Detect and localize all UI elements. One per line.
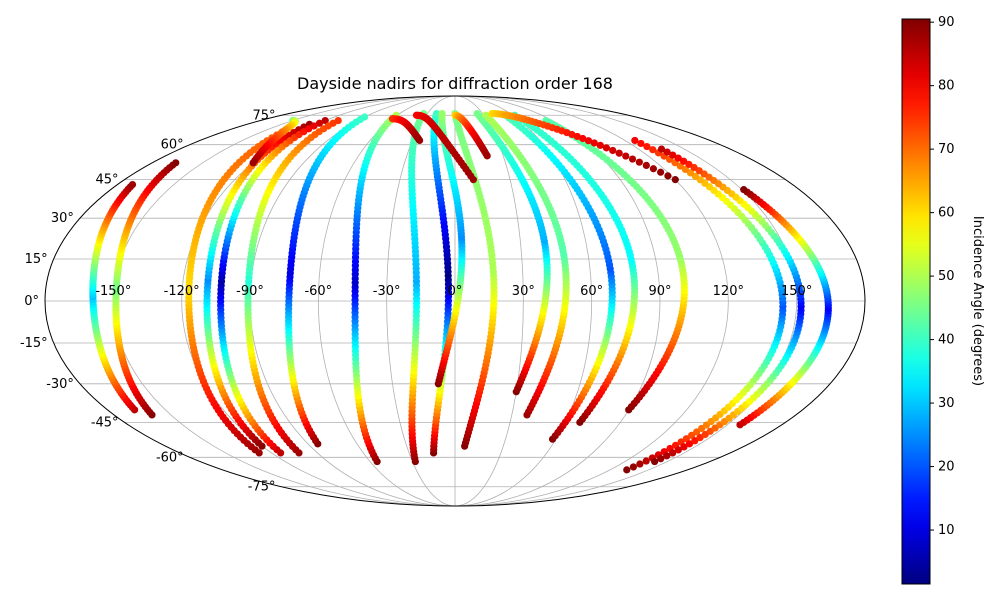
data-point bbox=[596, 141, 604, 149]
latitude-tick-label: -15° bbox=[20, 336, 48, 351]
data-point bbox=[642, 457, 650, 465]
data-point bbox=[663, 452, 671, 460]
data-point bbox=[622, 152, 630, 160]
colorbar-tick-label: 70 bbox=[938, 142, 955, 157]
data-point bbox=[623, 466, 631, 474]
data-point bbox=[664, 172, 672, 180]
meridian-line bbox=[454, 95, 729, 507]
latitude-tick-label: 75° bbox=[252, 108, 275, 123]
data-point bbox=[685, 440, 694, 448]
data-point bbox=[609, 146, 617, 155]
data-point bbox=[690, 163, 698, 172]
data-point bbox=[688, 431, 696, 439]
data-point bbox=[657, 455, 665, 463]
longitude-tick-labels: -150° -120° -90° -60° -30° 0° 30° 60° 90° 120° 150… bbox=[95, 284, 812, 299]
data-point bbox=[416, 136, 424, 145]
map-outline bbox=[44, 95, 866, 507]
colorbar-tick-label: 50 bbox=[938, 269, 955, 284]
data-point bbox=[172, 159, 180, 167]
latitude-tick-label: -75° bbox=[248, 480, 276, 495]
data-point bbox=[615, 149, 623, 157]
data-point bbox=[669, 151, 677, 159]
data-point bbox=[642, 161, 650, 169]
latitude-tick-label: -45° bbox=[91, 415, 119, 430]
data-point bbox=[663, 148, 671, 156]
data-point bbox=[249, 159, 257, 167]
meridian-line bbox=[454, 95, 798, 507]
data-point bbox=[438, 109, 446, 118]
data-point bbox=[637, 139, 645, 148]
longitude-tick-label: -30° bbox=[373, 284, 401, 299]
data-point bbox=[310, 122, 318, 130]
data-point bbox=[657, 168, 665, 176]
latitude-tick-label: 60° bbox=[161, 138, 184, 153]
colorbar-tick-label: 40 bbox=[938, 333, 955, 348]
data-point bbox=[680, 443, 688, 451]
data-point bbox=[686, 169, 695, 177]
data-point bbox=[483, 152, 491, 160]
longitude-tick-label: -120° bbox=[164, 284, 200, 299]
data-point bbox=[649, 165, 658, 173]
latitude-tick-label: 15° bbox=[25, 252, 48, 267]
chart-title: Dayside nadirs for diffraction order 168 bbox=[297, 74, 613, 93]
colorbar-ticks: 10 20 30 40 50 60 70 80 90 bbox=[930, 15, 955, 538]
longitude-tick-label: 150° bbox=[781, 284, 812, 299]
data-point bbox=[602, 144, 611, 152]
data-point bbox=[469, 176, 477, 184]
longitude-tick-label: -60° bbox=[304, 284, 332, 299]
data-point bbox=[473, 109, 481, 118]
data-point bbox=[651, 457, 659, 466]
data-point bbox=[628, 155, 637, 163]
data-point bbox=[740, 186, 748, 194]
data-point bbox=[669, 449, 677, 457]
data-point bbox=[691, 437, 699, 445]
data-point bbox=[631, 136, 639, 145]
latitude-tick-labels: -75° -60° -45° -30° -15° 0° 15° 30° 45° 60° 75° bbox=[20, 108, 276, 494]
longitude-tick-label: 90° bbox=[648, 284, 671, 299]
data-point bbox=[657, 145, 666, 153]
colorbar-tick-label: 60 bbox=[938, 206, 955, 221]
data-point bbox=[649, 146, 657, 154]
colorbar bbox=[901, 18, 931, 585]
longitude-tick-label: 30° bbox=[512, 284, 535, 299]
longitude-tick-label: -90° bbox=[236, 284, 264, 299]
data-point bbox=[573, 132, 581, 141]
data-point bbox=[643, 142, 651, 151]
data-point bbox=[685, 160, 693, 168]
data-point bbox=[315, 119, 324, 127]
data-point bbox=[361, 113, 369, 121]
data-point bbox=[579, 134, 587, 143]
data-point bbox=[334, 116, 342, 125]
longitude-tick-label: 60° bbox=[580, 284, 603, 299]
data-point bbox=[635, 158, 643, 166]
longitude-tick-label: 0° bbox=[448, 284, 463, 299]
data-point bbox=[321, 116, 329, 125]
data-points bbox=[89, 109, 832, 474]
colorbar-tick-label: 80 bbox=[938, 79, 955, 94]
data-point bbox=[629, 463, 637, 471]
latitude-tick-label: -30° bbox=[46, 377, 74, 392]
colorbar-tick-label: 90 bbox=[938, 15, 955, 30]
latitude-tick-label: 30° bbox=[51, 211, 74, 226]
data-point bbox=[636, 460, 644, 468]
data-point bbox=[680, 157, 688, 165]
data-point bbox=[674, 154, 682, 162]
longitude-tick-label: 120° bbox=[713, 284, 744, 299]
colorbar-tick-label: 10 bbox=[938, 523, 955, 538]
longitude-tick-label: -150° bbox=[95, 284, 131, 299]
data-point bbox=[590, 139, 598, 147]
data-point bbox=[482, 111, 490, 119]
data-point bbox=[681, 165, 690, 174]
colorbar-tick-label: 20 bbox=[938, 460, 955, 475]
latitude-tick-label: 0° bbox=[24, 294, 39, 309]
colorbar-tick-label: 30 bbox=[938, 396, 955, 411]
latitude-tick-label: 45° bbox=[96, 173, 119, 188]
data-point bbox=[674, 446, 682, 454]
data-point bbox=[128, 180, 137, 189]
data-point bbox=[671, 176, 679, 184]
colorbar-label: Incidence Angle (degrees) bbox=[970, 216, 985, 386]
data-point bbox=[584, 137, 593, 145]
latitude-tick-label: -60° bbox=[156, 450, 184, 465]
